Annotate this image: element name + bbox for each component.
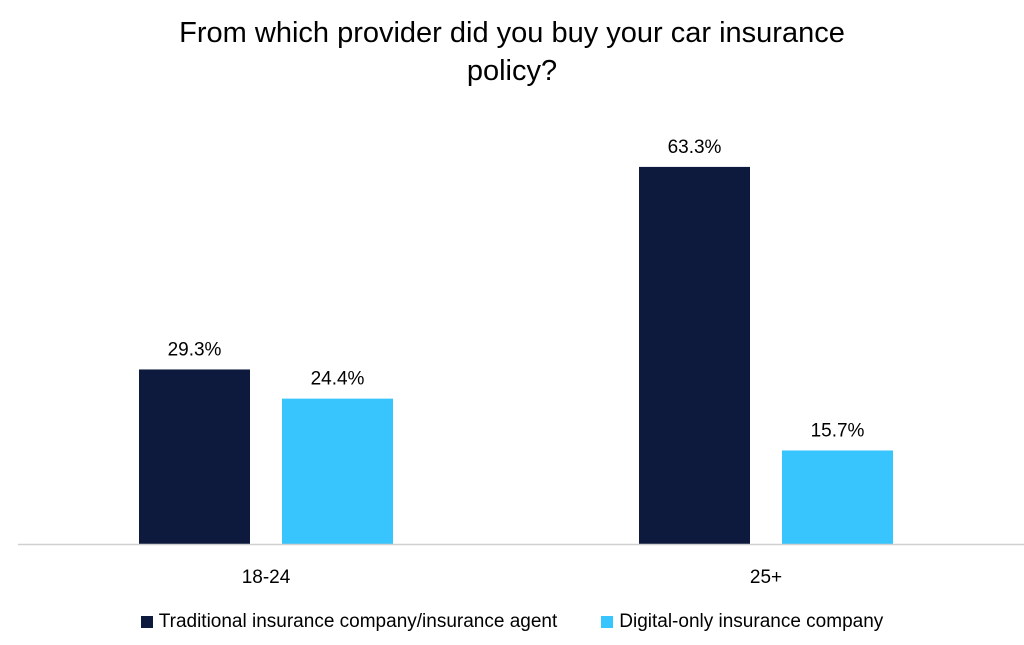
- legend-label: Traditional insurance company/insurance …: [158, 611, 558, 632]
- bar: [639, 166, 750, 545]
- data-label: 24.4%: [311, 369, 365, 390]
- chart-title: From which provider did you buy your car…: [0, 14, 1024, 90]
- data-label: 63.3%: [668, 137, 722, 158]
- legend-label: Digital-only insurance company: [619, 611, 884, 632]
- title-line-2: policy?: [466, 55, 558, 87]
- title-line-1: From which provider did you buy your car…: [179, 17, 845, 49]
- x-tick-label: 25+: [750, 567, 782, 588]
- data-label: 15.7%: [811, 420, 865, 441]
- legend-swatch: [601, 616, 614, 628]
- legend-item-traditional: Traditional insurance company/insurance …: [140, 611, 558, 633]
- bar: [782, 450, 893, 544]
- legend-swatch: [140, 616, 153, 628]
- x-tick-label: 18-24: [242, 567, 291, 588]
- data-label: 29.3%: [168, 339, 222, 360]
- legend: Traditional insurance company/insurance …: [0, 611, 1024, 633]
- legend-item-digital: Digital-only insurance company: [601, 611, 883, 633]
- bar: [139, 369, 250, 544]
- bar: [282, 398, 393, 544]
